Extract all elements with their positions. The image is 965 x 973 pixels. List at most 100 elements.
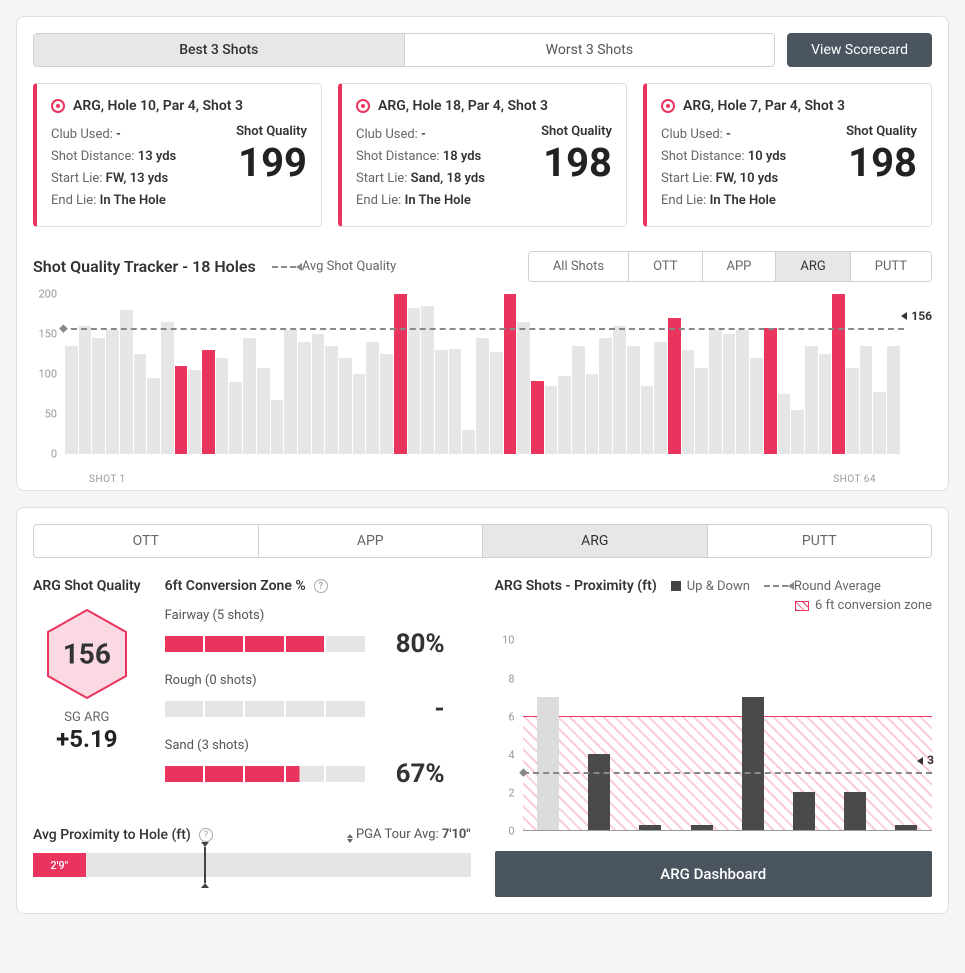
chart-bar: [202, 350, 215, 454]
pga-value: 7'10": [439, 827, 471, 842]
tracker-tab-arg[interactable]: ARG: [776, 252, 850, 281]
chart-bar: [709, 330, 722, 454]
chart-bar: [229, 382, 242, 454]
shot-card[interactable]: ARG, Hole 7, Par 4, Shot 3 Club Used: - …: [643, 83, 932, 227]
dash-icon: [272, 266, 296, 268]
chart-bar: [517, 322, 530, 454]
cat-tab-putt[interactable]: PUTT: [708, 525, 932, 557]
chart-bar: [435, 350, 448, 454]
view-scorecard-button[interactable]: View Scorecard: [787, 33, 932, 67]
cat-tab-app[interactable]: APP: [259, 525, 484, 557]
chart-bar: [106, 330, 119, 454]
chart-bar: [188, 370, 201, 454]
legend-updown: Up & Down: [671, 579, 750, 594]
prox-bar: [742, 697, 764, 830]
seg-bar: [165, 636, 365, 652]
chart-bar: [216, 358, 229, 454]
arg-dashboard-button[interactable]: ARG Dashboard: [495, 851, 933, 897]
info-icon[interactable]: ?: [199, 828, 213, 842]
chart-bar: [79, 326, 92, 454]
sq-label: Shot Quality: [846, 124, 917, 139]
hatch-icon: [795, 601, 809, 611]
chart-bar: [120, 310, 133, 454]
prox-plot: [523, 621, 933, 831]
conv-bar-row: 67%: [165, 759, 471, 789]
prox-bar: [588, 754, 610, 830]
bottom-left: ARG Shot Quality 156 SG ARG +5.19: [33, 578, 471, 897]
sq-label: Shot Quality: [236, 124, 307, 139]
chart-bar: [641, 386, 654, 454]
chart-bar: [805, 346, 818, 454]
chart-bar: [490, 352, 503, 454]
conversion-row: Fairway (5 shots) 80%: [165, 608, 471, 659]
conversion-row: Sand (3 shots) 67%: [165, 738, 471, 789]
best-worst-tabs: Best 3 Shots Worst 3 Shots: [33, 33, 775, 67]
sg-label: SG ARG: [33, 710, 141, 725]
info-icon[interactable]: ?: [314, 579, 328, 593]
prox-avg-line: [523, 772, 933, 774]
prox-bar: [537, 697, 559, 830]
shot-title: ARG, Hole 18, Par 4, Shot 3: [378, 98, 548, 114]
sq-value: 198: [846, 143, 917, 183]
prox-header: ARG Shots - Proximity (ft) Up & Down Rou…: [495, 578, 933, 594]
chart-avg-line: [61, 328, 904, 330]
avg-prox-label: Avg Proximity to Hole (ft): [33, 827, 191, 843]
tracker-tab-ott[interactable]: OTT: [629, 252, 702, 281]
chart-bar: [860, 346, 873, 454]
chart-bar: [764, 328, 777, 454]
arg-shot-quality-col: ARG Shot Quality 156 SG ARG +5.19: [33, 578, 141, 803]
target-icon: [51, 99, 65, 113]
conv-bar-row: 80%: [165, 629, 471, 659]
cat-tab-arg[interactable]: ARG: [483, 525, 708, 557]
chart-bar: [353, 374, 366, 454]
chart-bar: [462, 430, 475, 454]
y-tick: 0: [508, 825, 514, 838]
shot-card[interactable]: ARG, Hole 18, Par 4, Shot 3 Club Used: -…: [338, 83, 627, 227]
chart-bar: [134, 354, 147, 454]
chart-bar: [654, 342, 667, 454]
shot-details: Club Used: - Shot Distance: 13 yds Start…: [51, 124, 176, 212]
chart-bar: [586, 374, 599, 454]
cat-tab-ott[interactable]: OTT: [34, 525, 259, 557]
chart-bar: [161, 322, 174, 454]
shot-card[interactable]: ARG, Hole 10, Par 4, Shot 3 Club Used: -…: [33, 83, 322, 227]
y-tick: 100: [38, 368, 57, 381]
chart-bar: [545, 386, 558, 454]
chart-bar: [339, 358, 352, 454]
tracker-tab-app[interactable]: APP: [703, 252, 777, 281]
y-tick: 50: [45, 408, 57, 421]
tab-worst-shots[interactable]: Worst 3 Shots: [405, 34, 775, 66]
shot-quality-block: Shot Quality 199: [236, 124, 307, 212]
chart-bar: [695, 368, 708, 454]
tracker-tab-all-shots[interactable]: All Shots: [529, 252, 629, 281]
chart-bar: [627, 346, 640, 454]
chart-bar: [394, 294, 407, 454]
chart-bar: [504, 294, 517, 454]
prox-bar: [793, 792, 815, 830]
tab-best-shots[interactable]: Best 3 Shots: [34, 34, 405, 66]
chart-bar: [147, 378, 160, 454]
prox-marker: [204, 847, 206, 883]
chart-bar: [736, 330, 749, 454]
shots-card: Best 3 Shots Worst 3 Shots View Scorecar…: [16, 16, 949, 491]
tracker-tabs: All ShotsOTTAPPARGPUTT: [528, 251, 932, 282]
y-tick: 150: [38, 328, 57, 341]
chart-bar: [873, 392, 886, 454]
shot-title: ARG, Hole 10, Par 4, Shot 3: [73, 98, 243, 114]
shot-details: Club Used: - Shot Distance: 10 yds Start…: [661, 124, 786, 212]
prox-bar: [639, 825, 661, 831]
conversion-row: Rough (0 shots) -: [165, 673, 471, 724]
legend-round-avg: Round Average: [764, 579, 881, 594]
chart-bar: [682, 350, 695, 454]
prox-bar: [691, 825, 713, 831]
chart-bar: [366, 342, 379, 454]
arg-sq-title: ARG Shot Quality: [33, 578, 141, 594]
conv-pct: 67%: [385, 759, 445, 789]
prox-fill: 2'9": [33, 853, 86, 877]
prox-scale: 2'9": [33, 853, 471, 877]
chart-bar: [325, 346, 338, 454]
shot-card-header: ARG, Hole 10, Par 4, Shot 3: [51, 98, 307, 114]
shot-card-header: ARG, Hole 18, Par 4, Shot 3: [356, 98, 612, 114]
tracker-header: Shot Quality Tracker - 18 Holes Avg Shot…: [33, 251, 932, 282]
tracker-tab-putt[interactable]: PUTT: [851, 252, 931, 281]
